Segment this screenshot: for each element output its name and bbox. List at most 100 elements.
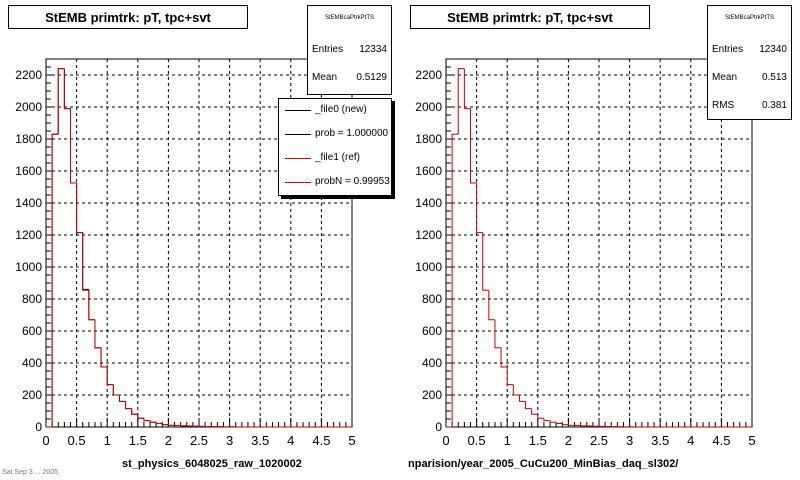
legend-entry-file0: _file0 (new): [279, 99, 391, 123]
chart-1-x-tick-label: 2.5: [590, 433, 608, 448]
chart-0-x-tick-label: 0.5: [68, 433, 86, 448]
chart-0-y-tick-label: 400: [22, 356, 42, 370]
left-legend: _file0 (new) prob = 1.000000 _file1 (ref…: [278, 98, 392, 196]
chart-1-y-tick-label: 800: [422, 292, 442, 306]
chart-0-x-tick-label: 3.5: [251, 433, 269, 448]
chart-0-histogram-bin: [88, 290, 95, 321]
chart-1-histogram-bin: [549, 420, 557, 423]
right-histogram-plot: 0 0.5 1 1.5 2 2.5 3 3.5 4 4.5 5 0 200 400 600 800 1000 12…: [415, 58, 756, 448]
chart-1-histogram-bin: [500, 347, 508, 368]
chart-0-histogram-bin: [143, 418, 151, 422]
chart-1-histogram-bin: [531, 408, 538, 415]
chart-1-histogram-bin: [525, 401, 532, 410]
chart-0-histogram-bin: [137, 414, 144, 419]
chart-0-series-1: [46, 68, 352, 428]
chart-1-histogram-bin: [512, 384, 520, 396]
chart-1-y-tick-label: 200: [422, 388, 442, 402]
chart-1-histogram-bin: [469, 108, 477, 184]
left-stats-box: StEMBcaPtrkPtTS Entries 12334 Mean 0.512…: [307, 5, 392, 95]
legend-entry-file1: _file1 (ref): [279, 147, 391, 171]
chart-1-x-tick-label: 3.5: [651, 433, 669, 448]
chart-0-histogram-bin: [131, 408, 138, 415]
chart-0-histogram-bin: [112, 384, 120, 396]
chart-1-histogram-bin: [451, 133, 459, 427]
chart-1-histogram-bin: [494, 319, 502, 349]
chart-0-y-tick-label: 1200: [15, 228, 42, 242]
right-stats-box: StEMBcaPtrkPtTS Entries 12340 Mean 0.513…: [707, 5, 792, 120]
chart-0-histogram-bin: [51, 133, 59, 427]
chart-1-y-tick-label: 2200: [415, 68, 442, 82]
chart-0-x-tick-label: 1.5: [129, 433, 147, 448]
chart-0-histogram-bin: [69, 108, 77, 184]
chart-1-y-tick-label: 600: [422, 324, 442, 338]
chart-1-histogram-bin: [555, 422, 563, 424]
chart-1-histogram-bin: [476, 183, 483, 234]
legend-line-file1: [285, 158, 311, 159]
right-stats-rms: RMS 0.381: [712, 100, 787, 111]
chart-0-histogram-bin: [82, 232, 89, 291]
footer-text: Sat Sep 3 ... 2005: [2, 469, 59, 476]
chart-1-x-tick-label: 4.5: [712, 433, 730, 448]
legend-line-file0: [285, 110, 311, 111]
chart-0-y-tick-label: 1400: [15, 196, 42, 210]
chart-0-y-tick-label: 1800: [15, 132, 42, 146]
chart-0-histogram-bin: [63, 68, 71, 110]
chart-1-histogram-bin: [537, 414, 544, 419]
chart-1-histogram-bin: [543, 418, 551, 422]
chart-0-histogram-bin: [149, 420, 157, 423]
chart-1-histogram-bin: [506, 367, 514, 386]
right-stats-title: StEMBcaPtrkPtTS: [724, 15, 774, 21]
chart-1-y-tick-label: 0: [435, 420, 442, 434]
chart-0-histogram-bin: [155, 422, 163, 424]
chart-1-x-tick-label: 0.5: [468, 433, 486, 448]
chart-1-x-tick-label: 3: [626, 433, 633, 448]
chart-1-x-tick-label: 0: [442, 433, 449, 448]
chart-0-y-tick-label: 1000: [15, 260, 42, 274]
chart-1-histogram-bin: [482, 232, 489, 291]
legend-line-prob: [285, 134, 311, 135]
chart-0-x-tick-label: 2.5: [190, 433, 208, 448]
right-stats-entries: Entries 12340: [712, 44, 787, 55]
left-chart-title: StEMB primtrk: pT, tpc+svt: [8, 5, 248, 29]
chart-1-histogram-bin: [488, 290, 495, 321]
chart-1-histogram-bin: [561, 423, 569, 426]
chart-1-y-tick-label: 400: [422, 356, 442, 370]
chart-1-x-tick-label: 2: [565, 433, 572, 448]
chart-0-histogram-bin: [76, 183, 83, 234]
legend-line-probn: [285, 182, 311, 183]
right-x-axis-title: nparision/year_2005_CuCu200_MinBias_daq_…: [408, 458, 679, 470]
chart-1-y-tick-label: 1000: [415, 260, 442, 274]
chart-0-histogram-bin: [167, 424, 175, 426]
chart-0-x-tick-label: 0: [42, 433, 49, 448]
chart-1-y-tick-label: 1600: [415, 164, 442, 178]
chart-0-histogram-bin: [94, 319, 102, 349]
chart-0-histogram-bin: [100, 347, 108, 368]
chart-0-x-tick-label: 2: [165, 433, 172, 448]
left-stats-mean: Mean 0.5129: [312, 72, 387, 83]
chart-0-y-tick-label: 2200: [15, 68, 42, 82]
chart-0-y-tick-label: 0: [35, 420, 42, 434]
chart-0-y-tick-label: 200: [22, 388, 42, 402]
left-stats-entries: Entries 12334: [312, 44, 387, 55]
chart-1-x-tick-label: 1.5: [529, 433, 547, 448]
chart-0-y-tick-label: 800: [22, 292, 42, 306]
chart-0-y-tick-label: 600: [22, 324, 42, 338]
chart-1-histogram-bin: [567, 424, 575, 426]
chart-0-histogram-bin: [57, 68, 65, 135]
chart-0-y-tick-label: 2000: [15, 100, 42, 114]
chart-1-y-tick-label: 2000: [415, 100, 442, 114]
chart-1-histogram-bin: [457, 68, 465, 135]
chart-1-histogram-bin: [518, 395, 526, 402]
chart-1-x-tick-label: 4: [687, 433, 694, 448]
chart-0-x-tick-label: 4: [287, 433, 294, 448]
chart-0-x-tick-label: 3: [226, 433, 233, 448]
chart-0-x-tick-label: 5: [348, 433, 355, 448]
chart-1-histogram-bin: [463, 68, 471, 110]
chart-1-x-tick-label: 5: [748, 433, 755, 448]
chart-1-series-0: [446, 68, 752, 428]
right-chart-title: StEMB primtrk: pT, tpc+svt: [410, 5, 650, 29]
chart-0-histogram-bin: [106, 367, 114, 386]
chart-1-y-tick-label: 1800: [415, 132, 442, 146]
left-histogram-pad: 0 0.5 1 1.5 2 2.5 3 3.5 4 4.5 5 0 200 400 600 800 1000 12…: [2, 5, 392, 476]
left-x-axis-title: st_physics_6048025_raw_1020002: [122, 458, 302, 470]
